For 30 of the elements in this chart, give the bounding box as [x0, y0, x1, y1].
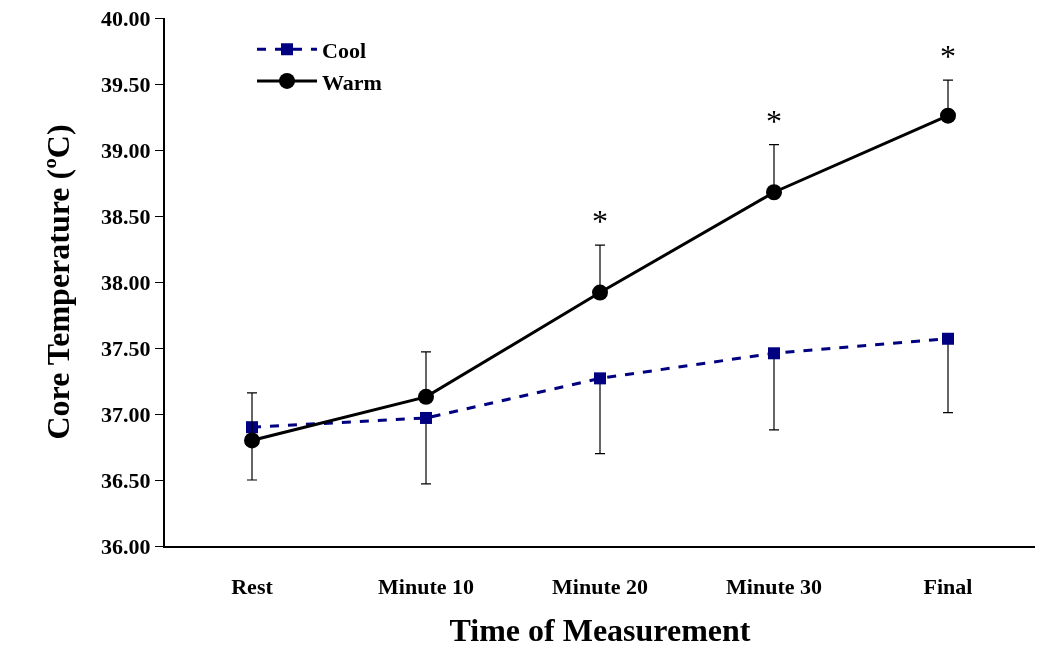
legend-label: Warm: [322, 69, 382, 95]
point: [418, 388, 434, 405]
x-axis-title: Time of Measurement: [449, 611, 751, 648]
y-tick-label: 38.00: [101, 269, 151, 295]
y-tick-label: 36.50: [101, 467, 151, 493]
point: [594, 372, 606, 385]
y-tick-label: 39.00: [101, 137, 151, 163]
y-tick-label: 37.00: [101, 401, 151, 427]
point: [244, 432, 260, 449]
annotation: *: [766, 103, 782, 139]
y-tick-label: 40.00: [101, 5, 151, 31]
legend-label: Cool: [322, 37, 366, 63]
point: [766, 184, 782, 201]
x-tick-label: Rest: [231, 574, 274, 600]
x-tick-label: Minute 20: [552, 574, 648, 600]
annotation: *: [592, 203, 608, 239]
y-tick-label: 38.50: [101, 203, 151, 229]
point: [940, 107, 956, 124]
point: [592, 284, 608, 301]
point: [942, 332, 954, 345]
y-axis-title: Core Temperature (ºC): [39, 124, 76, 440]
annotation: *: [940, 38, 956, 74]
point: [768, 347, 780, 360]
x-tick-label: Minute 30: [726, 574, 822, 600]
y-tick-label: 36.00: [101, 533, 151, 559]
y-tick-label: 37.50: [101, 335, 151, 361]
x-tick-label: Final: [923, 574, 973, 600]
y-tick-label: 39.50: [101, 71, 151, 97]
x-tick-label: Minute 10: [378, 574, 474, 600]
point: [420, 411, 432, 424]
